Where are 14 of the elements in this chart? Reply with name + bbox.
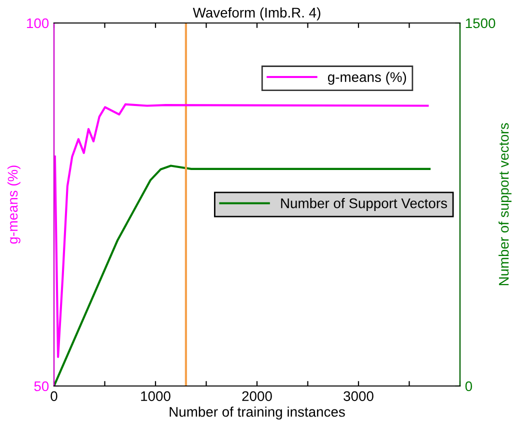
y-tick-label: 50 xyxy=(34,381,49,392)
x-tick-label: 2000 xyxy=(242,391,272,402)
x-tick-label: 3000 xyxy=(344,391,374,402)
legend-label: g-means (%) xyxy=(328,72,406,85)
y2-tick-label: 1500 xyxy=(466,18,496,28)
y2-axis-title: Number of support vectors xyxy=(498,123,512,286)
x-tick-label: 0 xyxy=(50,391,58,402)
y-tick-label: 100 xyxy=(27,18,49,28)
x-tick-label: 1000 xyxy=(141,391,170,402)
x-axis-title: Number of training instances xyxy=(170,406,345,420)
y-axis-title: g-means (%) xyxy=(7,166,20,244)
legend-label: Number of Support Vectors xyxy=(281,198,448,211)
y2-tick-label: 0 xyxy=(465,381,472,392)
chart-title: Waveform (Imb.R. 4) xyxy=(192,7,320,20)
